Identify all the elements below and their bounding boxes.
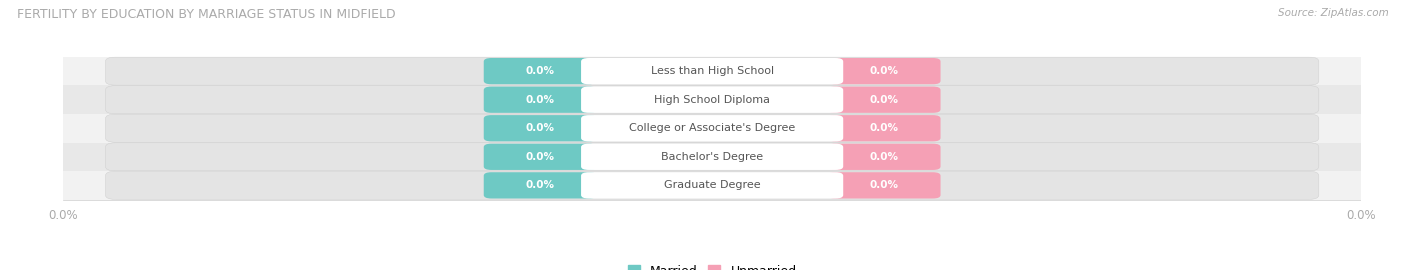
- FancyBboxPatch shape: [581, 172, 844, 198]
- Text: 0.0%: 0.0%: [869, 66, 898, 76]
- FancyBboxPatch shape: [105, 114, 1319, 142]
- FancyBboxPatch shape: [484, 58, 596, 84]
- Text: FERTILITY BY EDUCATION BY MARRIAGE STATUS IN MIDFIELD: FERTILITY BY EDUCATION BY MARRIAGE STATU…: [17, 8, 395, 21]
- FancyBboxPatch shape: [484, 144, 596, 170]
- Text: 0.0%: 0.0%: [869, 180, 898, 190]
- FancyBboxPatch shape: [828, 58, 941, 84]
- Text: 0.0%: 0.0%: [526, 95, 555, 105]
- FancyBboxPatch shape: [484, 172, 596, 198]
- FancyBboxPatch shape: [484, 115, 596, 141]
- FancyBboxPatch shape: [828, 172, 941, 198]
- Bar: [63, 143, 1361, 171]
- Text: Source: ZipAtlas.com: Source: ZipAtlas.com: [1278, 8, 1389, 18]
- Text: 0.0%: 0.0%: [869, 152, 898, 162]
- Text: Graduate Degree: Graduate Degree: [664, 180, 761, 190]
- FancyBboxPatch shape: [828, 115, 941, 141]
- FancyBboxPatch shape: [105, 171, 1319, 199]
- Text: 0.0%: 0.0%: [526, 123, 555, 133]
- FancyBboxPatch shape: [828, 87, 941, 113]
- FancyBboxPatch shape: [484, 87, 596, 113]
- Text: 0.0%: 0.0%: [869, 123, 898, 133]
- FancyBboxPatch shape: [581, 115, 844, 141]
- FancyBboxPatch shape: [828, 144, 941, 170]
- Text: 0.0%: 0.0%: [869, 95, 898, 105]
- Text: Bachelor's Degree: Bachelor's Degree: [661, 152, 763, 162]
- Legend: Married, Unmarried: Married, Unmarried: [627, 265, 797, 270]
- FancyBboxPatch shape: [581, 87, 844, 113]
- FancyBboxPatch shape: [581, 144, 844, 170]
- FancyBboxPatch shape: [581, 58, 844, 84]
- FancyBboxPatch shape: [105, 143, 1319, 171]
- Bar: [63, 171, 1361, 200]
- Text: 0.0%: 0.0%: [526, 66, 555, 76]
- Text: 0.0%: 0.0%: [526, 180, 555, 190]
- Text: 0.0%: 0.0%: [526, 152, 555, 162]
- Bar: [63, 57, 1361, 85]
- Bar: [63, 114, 1361, 143]
- FancyBboxPatch shape: [105, 86, 1319, 114]
- Text: High School Diploma: High School Diploma: [654, 95, 770, 105]
- Text: College or Associate's Degree: College or Associate's Degree: [628, 123, 796, 133]
- FancyBboxPatch shape: [105, 57, 1319, 85]
- Text: Less than High School: Less than High School: [651, 66, 773, 76]
- Bar: [63, 85, 1361, 114]
